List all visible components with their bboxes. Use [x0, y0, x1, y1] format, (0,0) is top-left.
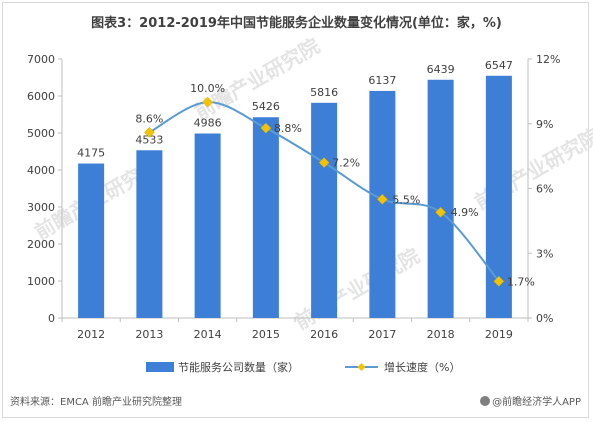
- bar-value-label: 6137: [368, 74, 396, 87]
- growth-marker: [435, 206, 446, 218]
- bar-value-label: 4533: [135, 133, 163, 146]
- y-right-tick-label: 3%: [536, 247, 553, 260]
- y-left-tick-label: 0: [48, 312, 55, 325]
- growth-value-label: 10.0%: [190, 82, 225, 95]
- bar: [78, 163, 105, 318]
- x-tick-label: 2018: [427, 328, 455, 341]
- growth-marker: [377, 193, 388, 205]
- watermark-text: 前瞻产业研究院: [291, 244, 424, 335]
- chart-title: 图表3：2012-2019年中国节能服务企业数量变化情况(单位：家，%): [91, 16, 502, 31]
- credit-note: @前瞻经济学人APP: [480, 393, 581, 408]
- bar-value-label: 5816: [310, 86, 338, 99]
- growth-value-label: 8.8%: [274, 122, 302, 135]
- x-tick-label: 2017: [368, 328, 396, 341]
- x-tick-label: 2014: [194, 328, 222, 341]
- legend-line-label: 增长速度（%）: [384, 360, 460, 374]
- y-left-tick-label: 1000: [27, 275, 55, 288]
- bar: [427, 79, 454, 318]
- x-tick-label: 2013: [135, 328, 163, 341]
- growth-value-label: 4.9%: [451, 206, 479, 219]
- growth-value-label: 5.5%: [392, 193, 420, 206]
- y-right-tick-label: 0%: [536, 312, 553, 325]
- x-tick-label: 2019: [485, 328, 513, 341]
- y-left-tick-label: 4000: [27, 164, 55, 177]
- y-right-tick-label: 9%: [536, 118, 553, 131]
- bar: [311, 102, 338, 318]
- bar-value-label: 4175: [77, 147, 105, 160]
- credit-text: @前瞻经济学人APP: [492, 397, 581, 408]
- y-right-tick-label: 12%: [536, 53, 560, 66]
- bar-value-label: 4986: [194, 117, 222, 130]
- bar-value-label: 5426: [252, 100, 280, 113]
- x-tick-label: 2016: [310, 328, 338, 341]
- y-left-tick-label: 2000: [27, 238, 55, 251]
- source-note: 资料来源：EMCA 前瞻产业研究院整理: [10, 397, 182, 408]
- x-tick-label: 2015: [252, 328, 280, 341]
- y-left-tick-label: 5000: [27, 127, 55, 140]
- bar: [194, 133, 221, 318]
- growth-marker: [493, 275, 505, 287]
- growth-value-label: 8.6%: [135, 112, 163, 125]
- y-left-tick-label: 6000: [27, 90, 55, 103]
- growth-marker: [318, 157, 330, 168]
- bar-value-label: 6547: [485, 59, 513, 72]
- brand-logo-icon: [480, 396, 491, 406]
- growth-marker: [144, 127, 155, 138]
- bar: [136, 150, 163, 318]
- growth-marker: [202, 96, 213, 108]
- x-tick-label: 2012: [77, 328, 105, 341]
- y-left-tick-label: 3000: [27, 201, 55, 214]
- y-right-tick-label: 6%: [536, 183, 553, 196]
- legend-bar-swatch: [146, 362, 174, 372]
- legend-bar-label: 节能服务公司数量（家）: [178, 360, 299, 374]
- bar-value-label: 6439: [427, 63, 455, 76]
- chart-frame: [2, 2, 589, 418]
- y-left-tick-label: 7000: [27, 53, 55, 66]
- growth-value-label: 1.7%: [507, 275, 535, 288]
- growth-value-label: 7.2%: [332, 157, 360, 170]
- growth-marker: [260, 122, 272, 134]
- bar: [252, 117, 279, 318]
- chart-svg: 前瞻产业研究院前瞻产业研究院前瞻产业研究院前瞻产业研究院010002000300…: [27, 34, 593, 374]
- legend-line-marker: [357, 363, 366, 371]
